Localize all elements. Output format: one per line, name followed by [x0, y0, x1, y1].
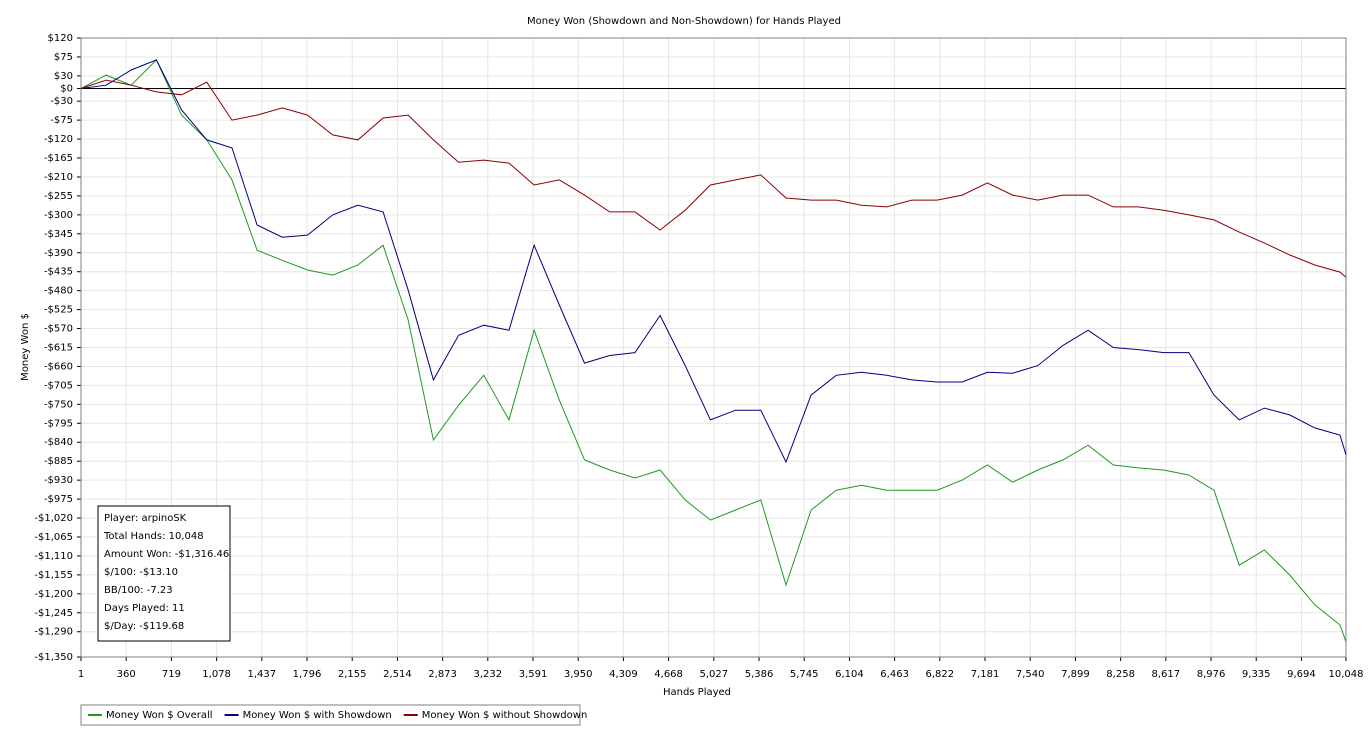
chart-title: Money Won (Showdown and Non-Showdown) fo… — [527, 16, 841, 27]
y-tick-label: -$300 — [44, 210, 73, 221]
info-box — [97, 505, 231, 642]
y-tick-label: -$1,065 — [34, 532, 73, 543]
y-tick-label: -$660 — [44, 361, 73, 372]
y-tick-label: -$525 — [44, 305, 73, 316]
x-tick-label: 3,232 — [473, 669, 502, 680]
y-tick-label: -$885 — [44, 456, 73, 467]
x-tick-label: 8,258 — [1106, 669, 1135, 680]
y-tick-label: -$750 — [44, 399, 73, 410]
x-tick-label: 8,617 — [1152, 669, 1181, 680]
x-tick-label: 9,335 — [1242, 669, 1271, 680]
legend-label: Money Won $ with Showdown — [243, 710, 392, 721]
y-tick-label: -$1,200 — [34, 589, 73, 600]
series-line — [80, 59, 1347, 642]
info-text: Days Played: 11 — [104, 603, 185, 614]
y-tick-label: -$210 — [44, 172, 73, 183]
info-text: $/100: -$13.10 — [104, 567, 178, 578]
y-tick-label: -$705 — [44, 380, 73, 391]
info-text: Player: arpinoSK — [104, 513, 187, 524]
x-tick-label: 5,745 — [790, 669, 819, 680]
y-tick-label: -$795 — [44, 418, 73, 429]
x-tick-label: 1 — [78, 669, 84, 680]
x-tick-label: 5,386 — [745, 669, 774, 680]
y-tick-label: $120 — [48, 33, 73, 44]
x-tick-label: 360 — [117, 669, 136, 680]
x-tick-label: 1,796 — [293, 669, 322, 680]
y-tick-label: -$435 — [44, 267, 73, 278]
y-tick-label: -$1,020 — [34, 513, 73, 524]
x-tick-label: 719 — [162, 669, 181, 680]
y-tick-label: -$930 — [44, 475, 73, 486]
info-text: Amount Won: -$1,316.46 — [104, 549, 229, 560]
x-tick-label: 7,540 — [1016, 669, 1045, 680]
legend-label: Money Won $ without Showdown — [422, 710, 588, 721]
x-tick-label: 10,048 — [1329, 669, 1364, 680]
x-tick-label: 1,437 — [247, 669, 276, 680]
x-tick-label: 7,899 — [1061, 669, 1090, 680]
info-text: Total Hands: 10,048 — [103, 531, 204, 542]
series-line — [80, 79, 1347, 278]
x-tick-label: 4,309 — [609, 669, 638, 680]
y-tick-label: -$570 — [44, 324, 73, 335]
x-axis-label: Hands Played — [663, 687, 731, 698]
y-tick-label: -$1,155 — [34, 570, 73, 581]
y-tick-label: -$480 — [44, 286, 73, 297]
y-tick-label: -$345 — [44, 229, 73, 240]
x-tick-label: 9,694 — [1287, 669, 1316, 680]
legend-box — [80, 704, 581, 726]
series-line — [80, 59, 1347, 464]
plot-border — [80, 37, 1347, 658]
x-tick-label: 3,591 — [519, 669, 548, 680]
y-tick-label: -$390 — [44, 248, 73, 259]
y-tick-label: -$1,110 — [34, 551, 73, 562]
legend-label: Money Won $ Overall — [106, 710, 213, 721]
x-tick-label: 2,155 — [338, 669, 367, 680]
y-tick-label: -$120 — [44, 134, 73, 145]
y-tick-label: $75 — [54, 52, 73, 63]
y-tick-label: -$975 — [44, 494, 73, 505]
x-tick-label: 1,078 — [202, 669, 231, 680]
x-tick-label: 4,668 — [654, 669, 683, 680]
x-tick-label: 6,104 — [835, 669, 864, 680]
x-tick-label: 5,027 — [699, 669, 728, 680]
x-tick-label: 7,181 — [971, 669, 1000, 680]
info-text: BB/100: -7.23 — [104, 585, 173, 596]
y-tick-label: -$255 — [44, 191, 73, 202]
x-tick-label: 6,822 — [925, 669, 954, 680]
y-axis-label: Money Won $ — [20, 313, 31, 381]
info-text: $/Day: -$119.68 — [104, 621, 184, 632]
x-tick-label: 8,976 — [1197, 669, 1226, 680]
x-tick-label: 2,514 — [383, 669, 412, 680]
x-tick-label: 3,950 — [564, 669, 593, 680]
x-tick-label: 6,463 — [880, 669, 909, 680]
y-tick-label: -$1,350 — [34, 652, 73, 663]
y-tick-label: -$75 — [50, 115, 73, 126]
y-tick-label: -$165 — [44, 153, 73, 164]
y-tick-label: -$1,245 — [34, 608, 73, 619]
y-tick-label: -$1,290 — [34, 627, 73, 638]
y-tick-label: -$30 — [50, 96, 73, 107]
y-tick-label: -$615 — [44, 343, 73, 354]
y-tick-label: -$840 — [44, 437, 73, 448]
x-tick-label: 2,873 — [428, 669, 457, 680]
y-tick-label: $30 — [54, 71, 73, 82]
y-tick-label: $0 — [60, 84, 73, 95]
